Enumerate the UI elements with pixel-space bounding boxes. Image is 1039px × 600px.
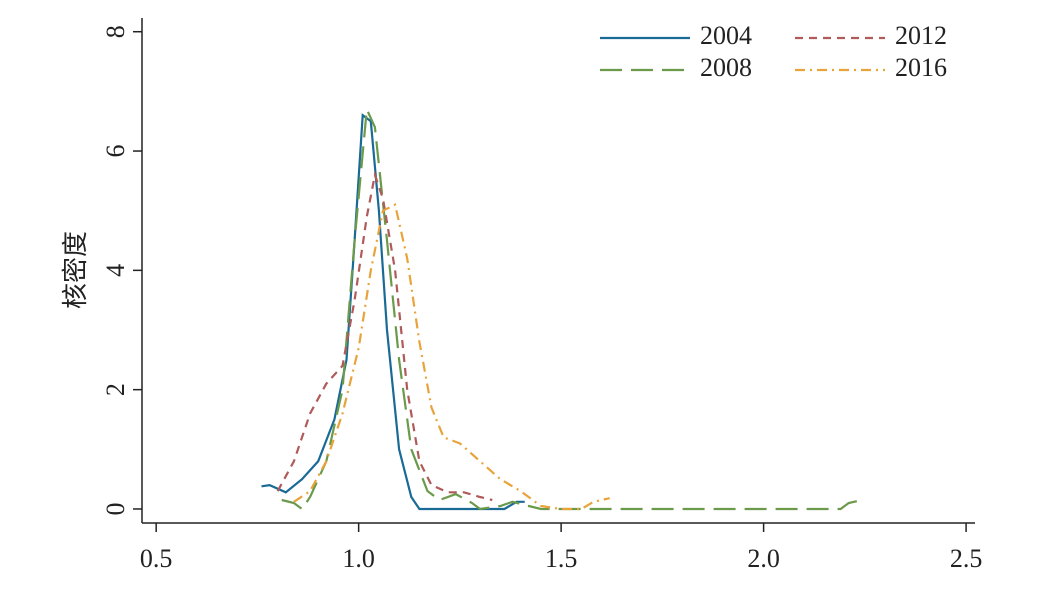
series-line [261, 113, 525, 511]
series-line [281, 105, 858, 511]
legend-label: 2016 [895, 53, 947, 82]
y-tick-label: 2 [101, 383, 130, 396]
x-tick-label: 1.0 [342, 544, 375, 573]
series-line [293, 203, 610, 511]
legend-label: 2004 [700, 21, 752, 50]
series-line [276, 170, 493, 502]
x-tick-label: 2.0 [747, 544, 780, 573]
x-tick-label: 2.5 [950, 544, 983, 573]
y-axis-label: 核密度 [61, 231, 90, 309]
x-tick-label: 0.5 [140, 544, 173, 573]
legend-label: 2012 [895, 21, 947, 50]
legend-label: 2008 [700, 53, 752, 82]
y-tick-label: 0 [101, 502, 130, 515]
y-tick-label: 4 [101, 264, 130, 277]
y-tick-label: 8 [101, 25, 130, 38]
y-tick-label: 6 [101, 145, 130, 158]
x-tick-label: 1.5 [545, 544, 578, 573]
